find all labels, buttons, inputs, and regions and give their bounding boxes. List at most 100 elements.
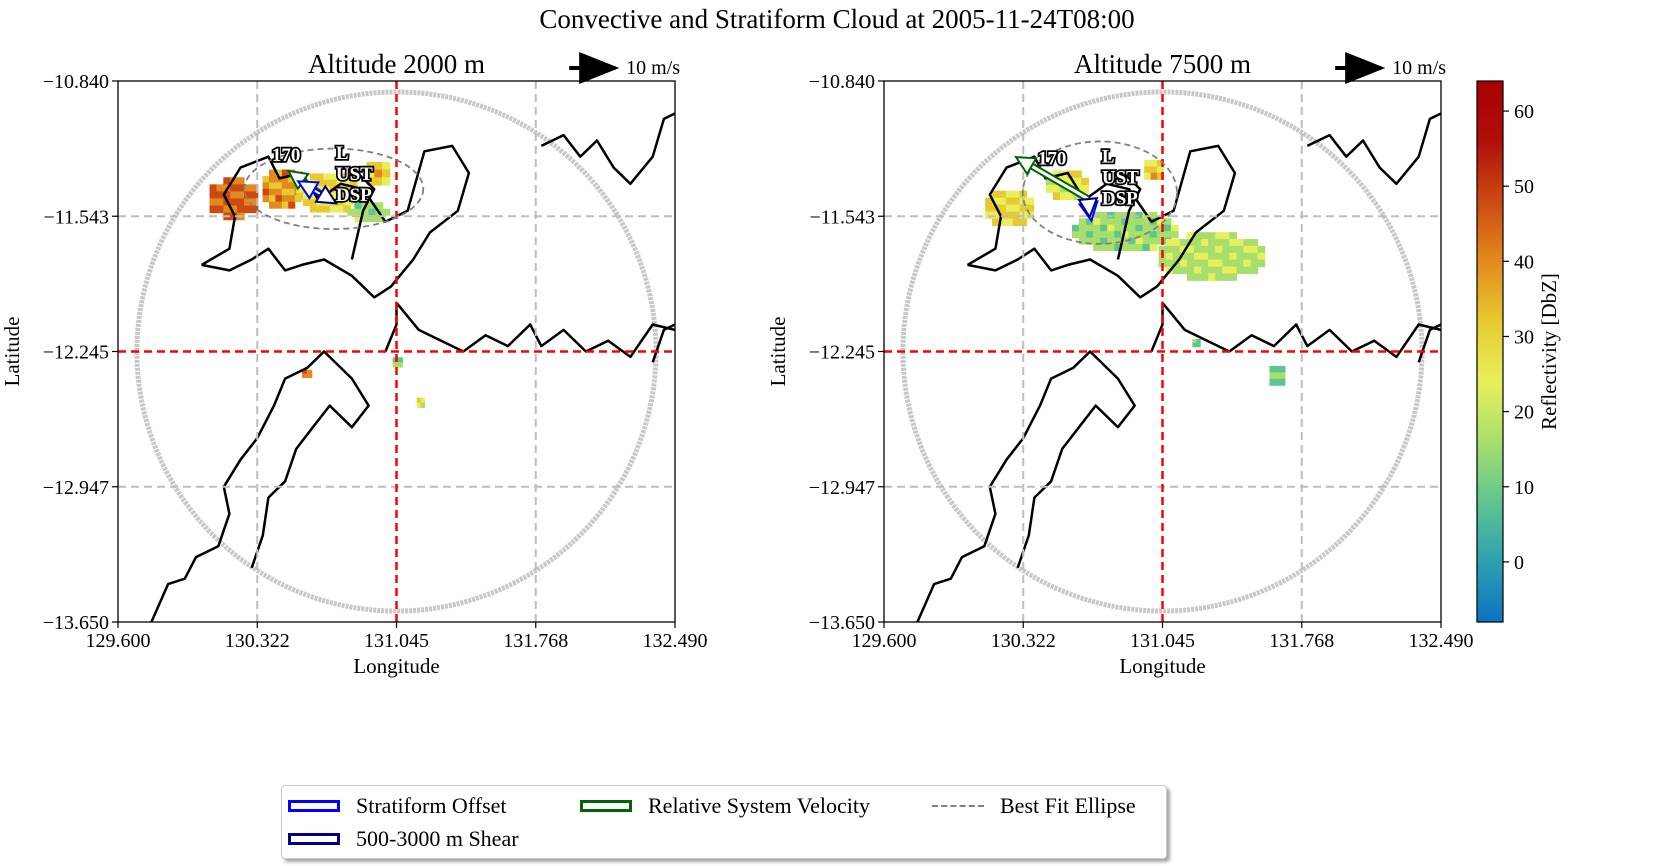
reflectivity-cell — [1121, 237, 1130, 245]
reflectivity-cell — [303, 199, 311, 207]
reflectivity-cell — [1067, 177, 1075, 186]
reflectivity-cell — [366, 177, 375, 186]
reflectivity-cell — [1257, 245, 1266, 254]
colorbar: 0 10 20 30 40 50 60 Reflectivity [DbZ] — [1476, 80, 1561, 623]
reflectivity-cell — [1074, 170, 1082, 179]
reflectivity-cell — [1107, 244, 1115, 252]
reflectivity-cell — [216, 184, 224, 192]
legend-label-best-fit-ellipse: Best Fit Ellipse — [1000, 793, 1136, 818]
reflectivity-cell — [1172, 245, 1181, 254]
reflectivity-cell — [302, 373, 308, 379]
reflectivity-cell — [268, 201, 276, 209]
reflectivity-cell — [392, 362, 399, 368]
reflectivity-cell — [275, 188, 283, 196]
reflectivity-cell — [1100, 211, 1108, 219]
reflectivity-cell — [1215, 252, 1223, 261]
reflectivity-cell — [1081, 177, 1089, 186]
x-tick-label: 131.045 — [364, 630, 429, 652]
reflectivity-cell — [1229, 239, 1237, 247]
reflectivity-cell — [1135, 237, 1144, 245]
best-fit-ellipse — [243, 147, 425, 230]
x-axis-label: Longitude — [353, 654, 439, 678]
reflectivity-cell — [1142, 231, 1151, 239]
reflectivity-cell — [1135, 224, 1144, 232]
reflectivity-cell — [330, 173, 338, 181]
reflectivity-cell — [1222, 252, 1230, 261]
reflectivity-cell — [1201, 245, 1209, 254]
reflectivity-cell — [1163, 218, 1172, 226]
legend-swatch-relative-system-velocity — [580, 800, 632, 812]
reflectivity-cell — [1149, 237, 1158, 245]
reflectivity-cell — [1093, 244, 1101, 252]
reflectivity-cell — [1277, 365, 1286, 373]
reflectivity-cell — [1250, 239, 1259, 247]
reflectivity-cell — [1157, 172, 1165, 180]
reflectivity-cell — [1229, 273, 1237, 281]
reflectivity-cell — [1012, 190, 1021, 199]
reflectivity-cell — [237, 191, 245, 200]
reflectivity-cell — [368, 202, 377, 210]
reflectivity-cell — [1150, 166, 1158, 174]
y-tick-label: −12.245 — [809, 342, 875, 364]
reflectivity-cell — [1257, 259, 1266, 268]
reflectivity-cell — [268, 175, 276, 183]
reflectivity-cell — [281, 175, 289, 183]
best-fit-ellipse — [1021, 140, 1178, 245]
reflectivity-cell — [1150, 159, 1158, 167]
reflectivity-cell — [336, 186, 345, 194]
reflectivity-cell — [1005, 218, 1014, 226]
coastline — [540, 112, 675, 186]
reflectivity-cell — [1128, 224, 1137, 232]
reflectivity-cell — [1149, 224, 1158, 232]
reflectivity-cell — [302, 369, 308, 375]
reflectivity-cell — [1222, 273, 1230, 281]
reflectivity-cell — [1149, 211, 1158, 219]
reflectivity-cell — [1229, 252, 1237, 261]
reflectivity-cell — [216, 191, 224, 200]
coastline — [200, 144, 471, 299]
reflectivity-cell — [1196, 342, 1201, 348]
colorbar-tick-label: 10 — [1514, 477, 1534, 499]
reflectivity-cell — [268, 169, 276, 177]
reflectivity-cell — [1045, 177, 1054, 186]
reflectivity-cell — [1135, 244, 1144, 252]
reflectivity-cell — [347, 208, 356, 216]
reflectivity-cell — [250, 205, 259, 214]
coastline — [150, 350, 370, 622]
reflectivity-cell — [1067, 192, 1075, 201]
reflectivity-cell — [275, 169, 283, 177]
reflectivity-cell — [1100, 244, 1108, 252]
reflectivity-cell — [361, 215, 370, 223]
reflectivity-cell — [323, 179, 331, 187]
reflectivity-cell — [992, 218, 1000, 226]
reflectivity-cell — [1208, 266, 1216, 274]
reflectivity-cell — [1163, 224, 1172, 232]
coastline — [1306, 112, 1441, 186]
reflectivity-cell — [1107, 231, 1115, 239]
reflectivity-cell — [1128, 231, 1137, 239]
reflectivity-cell — [1186, 273, 1195, 281]
reflectivity-cell — [230, 184, 238, 192]
reflectivity-cell — [374, 169, 383, 178]
reflectivity-cell — [216, 198, 224, 207]
coastline — [384, 301, 675, 359]
cell-label-dsp: DSP — [1102, 189, 1138, 210]
reflectivity-cell — [309, 199, 318, 207]
reflectivity-cell — [1045, 184, 1054, 193]
reflectivity-cell — [309, 205, 318, 213]
reflectivity-cell — [1005, 211, 1014, 220]
reflectivity-cell — [1026, 197, 1034, 206]
reflectivity-cell — [1052, 192, 1061, 201]
reflectivity-cell — [243, 198, 252, 207]
reflectivity-cell — [1128, 244, 1137, 252]
reflectivity-cell — [1149, 231, 1158, 239]
reflectivity-cell — [1074, 177, 1082, 186]
reflectivity-cell — [343, 179, 351, 187]
legend-label-relative-system-velocity: Relative System Velocity — [648, 793, 871, 818]
reflectivity-cell — [1114, 224, 1122, 232]
reflectivity-cell — [1100, 224, 1108, 232]
reflectivity-cell — [1243, 259, 1252, 268]
reflectivity-cell — [309, 192, 318, 200]
reflectivity-cell — [1193, 266, 1202, 274]
